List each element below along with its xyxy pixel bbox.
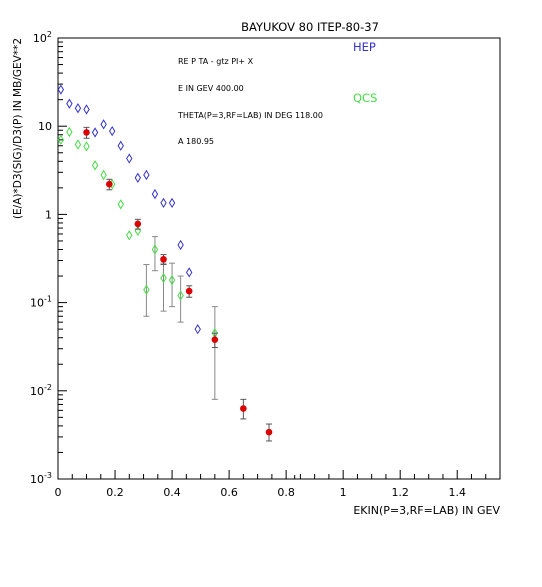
hep-point bbox=[100, 119, 107, 130]
y-axis-label: (E/A)*D3(SIG)/D3(P) IN MB/GEV**2 bbox=[12, 38, 24, 219]
x-tick-label: 1.4 bbox=[448, 486, 466, 499]
y-tick-label: 10-2 bbox=[30, 383, 52, 398]
qcs-point bbox=[143, 284, 150, 295]
qcs-point bbox=[168, 274, 176, 286]
data-point bbox=[265, 428, 273, 436]
data-points bbox=[57, 84, 273, 442]
hep-point bbox=[91, 127, 99, 138]
qcs-point bbox=[151, 244, 159, 255]
data-point bbox=[160, 255, 167, 263]
hep-point bbox=[117, 140, 124, 151]
hep-point bbox=[66, 98, 73, 109]
hep-point bbox=[194, 324, 201, 335]
hep-point bbox=[168, 197, 176, 209]
hep-point bbox=[134, 172, 142, 183]
qcs-point bbox=[66, 126, 73, 138]
qcs-point bbox=[83, 141, 90, 152]
qcs-point bbox=[117, 199, 124, 210]
y-tick-label: 1 bbox=[45, 208, 52, 221]
x-tick-label: 0.4 bbox=[163, 486, 181, 499]
hep-point bbox=[83, 104, 90, 115]
hep-point bbox=[126, 153, 133, 164]
qcs-point bbox=[177, 290, 184, 301]
data-point bbox=[106, 180, 113, 188]
annotation-energy: E IN GEV 400.00 bbox=[178, 84, 244, 93]
hep-point bbox=[177, 239, 184, 251]
hep-point bbox=[185, 267, 193, 278]
hep-point bbox=[151, 188, 159, 200]
hep-point bbox=[108, 125, 116, 137]
data-point bbox=[83, 129, 90, 136]
qcs-point bbox=[126, 230, 133, 241]
qcs-point bbox=[160, 272, 167, 284]
hep-point bbox=[143, 169, 150, 181]
annotation-a: A 180.95 bbox=[178, 137, 214, 146]
x-tick-label: 1.2 bbox=[391, 486, 409, 499]
qcs-point bbox=[57, 134, 65, 146]
annotation-reaction: RE P TA - gtz PI+ X bbox=[178, 57, 254, 66]
x-tick-label: 0.2 bbox=[106, 486, 124, 499]
chart-title: BAYUKOV 80 ITEP-80-37 bbox=[241, 20, 379, 34]
data-point bbox=[240, 405, 247, 412]
hep-point bbox=[57, 84, 65, 95]
hep-point bbox=[74, 103, 82, 114]
data-point bbox=[211, 336, 219, 343]
qcs-point bbox=[91, 160, 99, 171]
hep-point bbox=[160, 197, 167, 209]
y-tick-label: 102 bbox=[33, 30, 52, 45]
qcs-point bbox=[100, 169, 107, 181]
axis-ticks: 0 0.2 0.4 0.6 0.8 1 1.2 1.4 102 10 1 10-1 10-2 10-3 bbox=[30, 30, 487, 499]
x-tick-label: 0.6 bbox=[220, 486, 238, 499]
data-point bbox=[185, 287, 193, 295]
legend-label-hep: HEP bbox=[353, 40, 376, 54]
annotation-theta: THETA(P=3,RF=LAB) IN DEG 118.00 bbox=[177, 111, 323, 120]
legend-label-qcs: QCS bbox=[353, 91, 377, 105]
qcs-point bbox=[74, 139, 82, 150]
annotation-block: RE P TA - gtz PI+ X E IN GEV 400.00 THET… bbox=[177, 57, 323, 146]
y-tick-label: 10 bbox=[38, 120, 52, 133]
data-point bbox=[134, 220, 142, 228]
y-tick-label: 10-1 bbox=[30, 295, 52, 310]
x-tick-label: 0.8 bbox=[277, 486, 295, 499]
x-tick-label: 0 bbox=[55, 486, 62, 499]
x-tick-label: 1 bbox=[340, 486, 347, 499]
plot-frame bbox=[57, 37, 501, 480]
y-tick-label: 10-3 bbox=[30, 471, 52, 486]
x-axis-label: EKIN(P=3,RF=LAB) IN GEV bbox=[353, 504, 500, 517]
